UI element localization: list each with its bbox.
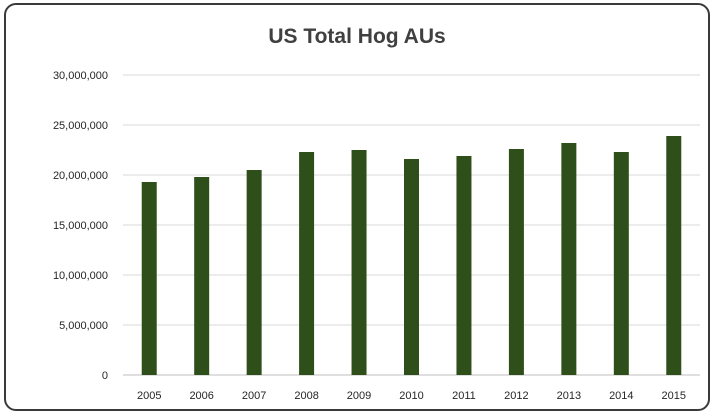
bar-2006: [194, 177, 210, 375]
bar-2010: [404, 159, 419, 375]
x-tick-label: 2008: [294, 390, 318, 402]
x-axis: 2005 2006 2007 2008 2009 2010 2011 2012 2013 2014…: [137, 390, 686, 402]
bar-2014: [613, 152, 629, 375]
bar-2009: [351, 150, 367, 375]
y-tick-label: 30,000,000: [53, 70, 108, 82]
y-tick-label: 5,000,000: [59, 320, 108, 332]
chart-title: US Total Hog AUs: [268, 25, 446, 48]
x-tick-label: 2005: [137, 390, 161, 402]
chart-frame: US Total Hog AUs 0 5,000,000 10,000,000 15,…: [4, 3, 710, 411]
x-tick-label: 2009: [347, 390, 371, 402]
bar-2011: [456, 156, 472, 375]
y-tick-label: 0: [102, 370, 108, 382]
x-tick-label: 2011: [452, 390, 476, 402]
x-tick-label: 2007: [242, 390, 266, 402]
x-tick-label: 2010: [399, 390, 423, 402]
bar-2007: [246, 170, 262, 375]
y-tick-label: 20,000,000: [53, 170, 108, 182]
bars: [141, 136, 682, 375]
y-tick-label: 10,000,000: [53, 270, 108, 282]
x-tick-label: 2006: [189, 390, 213, 402]
bar-2013: [561, 143, 577, 375]
x-tick-label: 2013: [557, 390, 581, 402]
x-tick-label: 2014: [609, 390, 633, 402]
x-tick-label: 2015: [662, 390, 686, 402]
y-tick-label: 25,000,000: [53, 120, 108, 132]
y-axis: 0 5,000,000 10,000,000 15,000,000 20,000,000…: [53, 70, 108, 382]
bar-chart: 0 5,000,000 10,000,000 15,000,000 20,000,000…: [53, 70, 700, 402]
x-tick-label: 2012: [504, 390, 528, 402]
bar-2012: [508, 149, 524, 375]
bar-2015: [666, 136, 682, 375]
y-tick-label: 15,000,000: [53, 220, 108, 232]
bar-2005: [141, 182, 157, 375]
bar-2008: [299, 152, 315, 375]
